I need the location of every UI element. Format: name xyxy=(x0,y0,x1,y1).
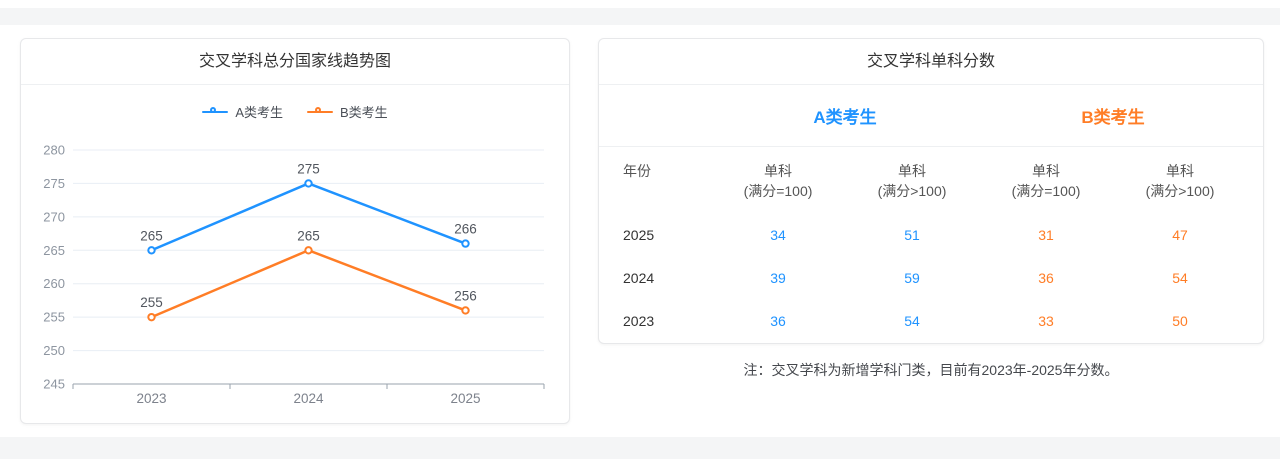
score-cell: 59 xyxy=(904,269,920,286)
column-header-a1: 单科 (满分=100) xyxy=(711,161,845,201)
column-header-b1: 单科 (满分=100) xyxy=(979,161,1113,201)
legend-label: B类考生 xyxy=(340,105,388,120)
year-cell: 2025 xyxy=(623,226,655,243)
legend-ring xyxy=(315,106,321,113)
score-cell: 54 xyxy=(904,312,920,329)
trend-chart-svg: 280 275 270 265 260 255 250 245 2023 2024 2025 265 2… xyxy=(43,143,545,406)
column-header-b2: 单科 (满分>100) xyxy=(1113,161,1247,201)
x-axis-tick-label: 2025 xyxy=(450,391,480,406)
group-header-a: A类考生 xyxy=(813,108,877,127)
trend-chart-title: 交叉学科总分国家线趋势图 xyxy=(21,39,569,85)
chart-legend: A类考生 B类考生 xyxy=(21,102,569,121)
data-point-label: 256 xyxy=(454,288,477,303)
table-footnote: 注：交叉学科为新增学科门类，目前有2023年-2025年分数。 xyxy=(743,362,1119,378)
table-row: 2025 34 51 31 47 xyxy=(599,213,1263,256)
y-axis-tick-label: 275 xyxy=(43,176,65,191)
data-point-label: 275 xyxy=(297,161,320,176)
legend-item[interactable]: B类考生 xyxy=(307,102,388,121)
legend-line-marker-icon xyxy=(307,106,333,117)
score-cell: 50 xyxy=(1172,312,1188,329)
column-header-a2: 单科 (满分>100) xyxy=(845,161,979,201)
top-divider-band xyxy=(0,8,1280,25)
year-cell: 2024 xyxy=(623,269,655,286)
score-cell: 33 xyxy=(1038,312,1054,329)
legend-line-marker-icon xyxy=(202,106,229,117)
y-axis-tick-label: 270 xyxy=(43,209,65,224)
year-cell: 2023 xyxy=(623,312,655,329)
data-point-label: 265 xyxy=(297,228,320,243)
score-table-title: 交叉学科单科分数 xyxy=(599,39,1263,85)
score-cell: 51 xyxy=(904,226,920,243)
column-header-line2: (满分>100) xyxy=(877,183,947,199)
x-axis-line xyxy=(72,383,545,389)
data-point xyxy=(304,246,313,255)
x-axis-tick-label: 2023 xyxy=(136,391,166,406)
x-axis-tick-label: 2024 xyxy=(293,391,324,406)
legend-item[interactable]: A类考生 xyxy=(202,102,283,121)
data-point xyxy=(147,246,156,255)
column-header-year: 年份 xyxy=(615,161,711,181)
score-cell: 36 xyxy=(770,312,786,329)
data-point-label: 266 xyxy=(454,222,477,237)
group-header-b: B类考生 xyxy=(1081,108,1145,127)
y-axis-tick-label: 280 xyxy=(43,143,65,158)
legend-ring xyxy=(210,106,217,113)
column-header-line1: 单科 xyxy=(1032,163,1060,179)
score-cell: 47 xyxy=(1172,226,1188,243)
column-header-line2: (满分=100) xyxy=(1011,183,1081,199)
data-point xyxy=(147,312,156,322)
y-axis-tick-label: 260 xyxy=(43,276,65,291)
data-point xyxy=(461,306,470,315)
column-header-line1: 年份 xyxy=(623,163,651,179)
score-table-body: 2025 34 51 31 47 2024 39 59 36 54 2023 36 54 33 50 xyxy=(599,213,1263,342)
y-axis-tick-label: 265 xyxy=(43,243,65,258)
table-row: 2023 36 54 33 50 xyxy=(599,299,1263,342)
legend-label: A类考生 xyxy=(235,105,283,120)
data-point-label: 265 xyxy=(140,228,163,243)
column-header-line1: 单科 xyxy=(764,163,792,179)
data-point xyxy=(304,179,313,188)
column-header-line1: 单科 xyxy=(1166,163,1194,179)
table-group-header: A类考生 B类考生 xyxy=(599,85,1263,147)
y-axis-tick-label: 250 xyxy=(43,343,65,358)
trend-chart: A类考生 B类考生 280 275 270 265 260 255 250 245 2023 202… xyxy=(21,85,569,423)
score-cell: 39 xyxy=(770,269,786,286)
column-header-line1: 单科 xyxy=(898,163,926,179)
score-cell: 31 xyxy=(1038,226,1054,243)
column-header-line2: (满分=100) xyxy=(743,183,813,199)
bottom-divider-band xyxy=(0,437,1280,459)
data-point-label: 255 xyxy=(140,295,163,310)
column-header-line2: (满分>100) xyxy=(1145,183,1215,199)
trend-chart-card: 交叉学科总分国家线趋势图 A类考生 B类考生 280 275 270 265 260 255… xyxy=(20,38,570,424)
table-column-header: 年份 单科 (满分=100) 单科 (满分>100) 单科 (满分=100) 单… xyxy=(599,147,1263,213)
score-table-card: 交叉学科单科分数 A类考生 B类考生 年份 单科 (满分=100) 单科 (满分… xyxy=(598,38,1264,344)
score-cell: 54 xyxy=(1172,269,1188,286)
score-cell: 36 xyxy=(1038,269,1054,286)
y-axis-tick-label: 255 xyxy=(43,310,65,325)
y-axis-tick-label: 245 xyxy=(43,377,65,392)
data-point xyxy=(461,239,470,248)
table-row: 2024 39 59 36 54 xyxy=(599,256,1263,299)
score-cell: 34 xyxy=(770,226,786,243)
